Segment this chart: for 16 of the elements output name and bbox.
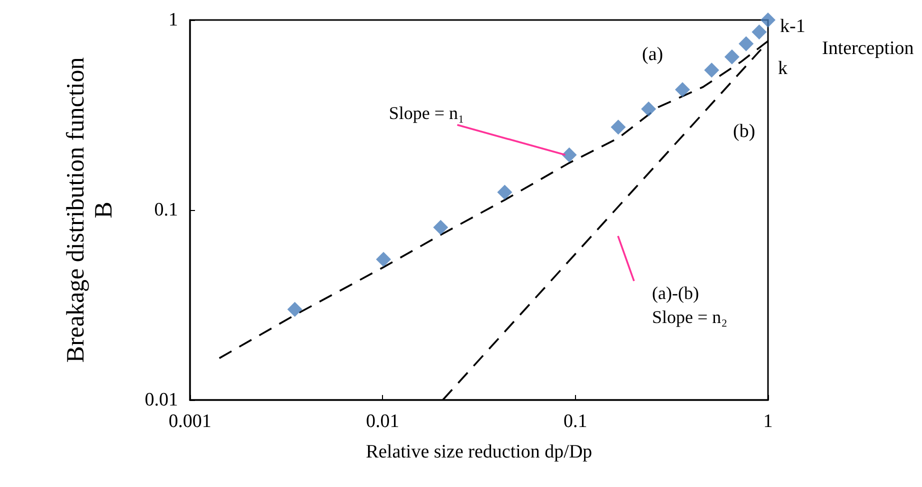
x-tick-label: 0.1 (563, 411, 588, 432)
annotation: (a)-(b) Slope = n₂ (652, 283, 728, 327)
x-axis-title: Relative size reduction dp/Dp (366, 442, 592, 462)
x-tick-label: 0.01 (366, 411, 400, 432)
annotation: (b) (733, 121, 756, 142)
text: Interception (822, 38, 914, 59)
y-tick-label: 0.1 (154, 200, 178, 220)
text: k-1 (780, 16, 806, 37)
y-axis-title: Breakage distribution function B (62, 56, 118, 363)
x-tick-label: 0.001 (168, 411, 212, 432)
annotation: Slope = n₁ (388, 102, 464, 123)
x-tick-label: 1 (763, 411, 773, 432)
annotation: (a) (642, 44, 664, 65)
y-tick-label: 1 (168, 10, 178, 30)
text: k (778, 58, 788, 79)
y-tick-label: 0.01 (144, 390, 178, 410)
